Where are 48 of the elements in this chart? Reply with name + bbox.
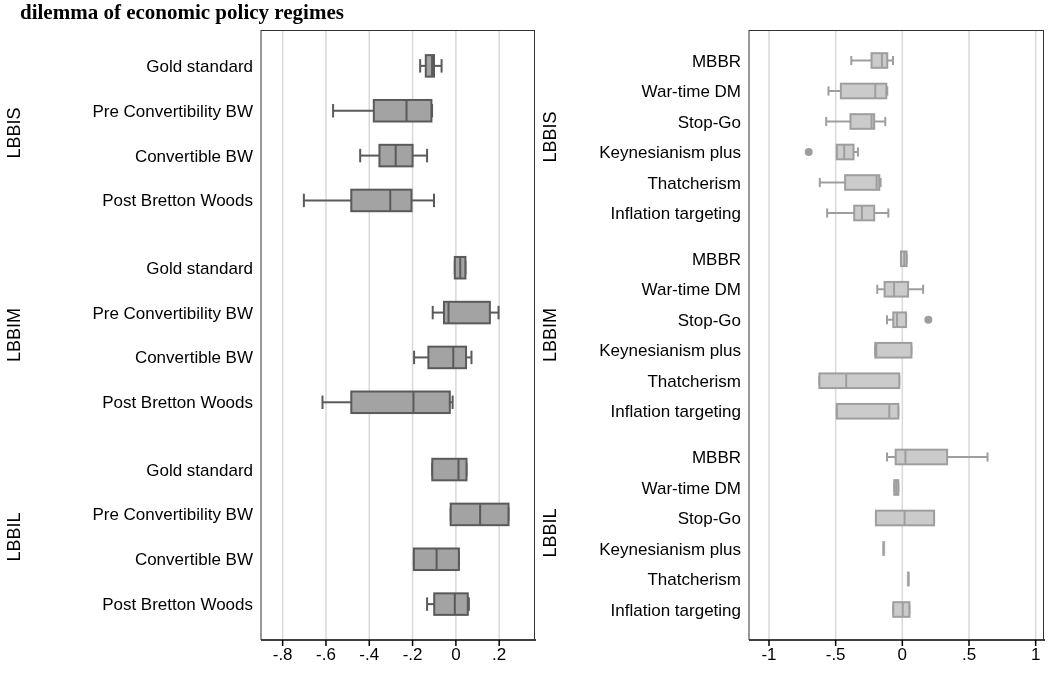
y-tick-label: Inflation targeting [610, 204, 741, 224]
text: LBBIM [3, 307, 25, 363]
y-tick-label: Pre Convertibility BW [92, 505, 253, 525]
x-tick-label: -.5 [825, 645, 846, 665]
text: LBBIS [539, 111, 561, 163]
text: LBBIS [3, 107, 25, 159]
y-tick-label: Stop-Go [677, 509, 741, 529]
y-tick-label: Convertible BW [134, 550, 253, 570]
y-tick-label: Keynesianism plus [599, 341, 741, 361]
y-tick-label: Stop-Go [677, 112, 741, 132]
x-tick-label: -.4 [359, 645, 380, 665]
y-tick-label: Convertible BW [134, 146, 253, 166]
y-tick-label: Thatcherism [647, 570, 741, 590]
y-tick-label: Pre Convertibility BW [92, 101, 253, 121]
y-tick-label: War-time DM [641, 82, 741, 102]
y-tick-label: Convertible BW [134, 348, 253, 368]
x-tick-label: .2 [492, 645, 507, 665]
y-tick-label: Stop-Go [677, 310, 741, 330]
y-tick-label: Keynesianism plus [599, 539, 741, 559]
y-tick-label: Keynesianism plus [599, 143, 741, 163]
x-tick-label: -.6 [316, 645, 336, 665]
x-tick-label: 0 [897, 645, 908, 665]
y-tick-label: War-time DM [641, 478, 741, 498]
y-tick-label: Post Bretton Woods [102, 595, 253, 615]
x-tick-label: -.8 [272, 645, 293, 665]
text: LBBIL [539, 508, 561, 558]
y-tick-label: War-time DM [641, 280, 741, 300]
y-tick-label: Gold standard [146, 258, 253, 278]
y-tick-label: MBBR [691, 51, 741, 71]
chart-title: dilemma of economic policy regimes [20, 0, 344, 25]
x-tick-label: 0 [451, 645, 461, 665]
y-tick-label: Pre Convertibility BW [92, 303, 253, 323]
x-tick-label: -1 [761, 645, 777, 665]
y-tick-label: Post Bretton Woods [102, 191, 253, 211]
y-tick-label: MBBR [691, 249, 741, 269]
x-tick-label: -.2 [402, 645, 423, 665]
y-tick-label: Inflation targeting [610, 600, 741, 620]
y-tick-label: Post Bretton Woods [102, 393, 253, 413]
x-tick-label: 1 [1030, 645, 1041, 665]
x-tick-label: .5 [961, 645, 977, 665]
y-tick-label: Gold standard [146, 460, 253, 480]
y-tick-label: MBBR [691, 448, 741, 468]
y-tick-label: Inflation targeting [610, 402, 741, 422]
y-tick-label: Thatcherism [647, 371, 741, 391]
y-tick-label: Thatcherism [647, 173, 741, 193]
text: LBBIM [539, 307, 561, 363]
y-tick-label: Gold standard [146, 56, 253, 76]
text: LBBIL [3, 512, 25, 562]
